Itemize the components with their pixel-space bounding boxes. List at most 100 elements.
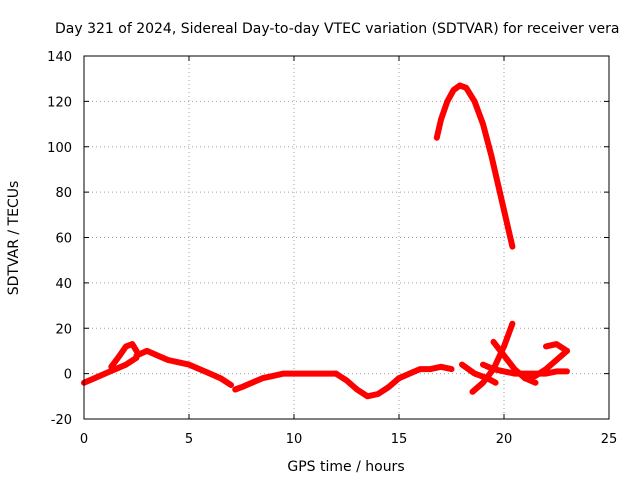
- data-point: [472, 98, 478, 104]
- y-tick-label: 0: [64, 368, 72, 383]
- data-point: [444, 98, 450, 104]
- data-point: [186, 362, 192, 368]
- data-point: [480, 362, 486, 368]
- series-line-cross-b: [459, 361, 499, 386]
- data-point: [480, 380, 486, 386]
- data-point: [457, 83, 463, 88]
- data-point: [239, 384, 244, 390]
- data-point: [488, 153, 494, 159]
- data-point: [501, 353, 507, 358]
- data-point: [176, 359, 181, 365]
- data-point: [564, 348, 570, 354]
- data-point: [543, 366, 549, 372]
- data-point: [218, 375, 223, 381]
- tick-marks: 0 5 10 15 20 25 -20 0 20 40 60 80 100 120 140: [47, 50, 617, 447]
- data-point: [522, 371, 528, 377]
- x-tick-label: 5: [185, 432, 193, 447]
- data-point: [509, 321, 515, 327]
- data-point: [470, 389, 475, 395]
- data-point: [438, 117, 444, 122]
- y-tick-label: 100: [47, 141, 72, 156]
- data-point: [92, 375, 97, 381]
- series-line-hump-2.5-7h: [133, 347, 234, 388]
- data-point: [491, 339, 496, 345]
- data-point: [312, 371, 318, 377]
- data-point: [543, 343, 549, 349]
- x-tick-label: 25: [601, 432, 618, 447]
- data-point: [522, 375, 528, 381]
- y-axis-label: SDTVAR / TECUs: [6, 181, 22, 296]
- data-point: [497, 189, 503, 195]
- data-point: [144, 348, 150, 354]
- series-line-band-15-17.5h: [396, 363, 455, 382]
- chart-title: Day 321 of 2024, Sidereal Day-to-day VTE…: [55, 21, 619, 37]
- data-point: [480, 121, 486, 127]
- y-tick-label: 120: [47, 95, 72, 110]
- data-point: [344, 377, 349, 383]
- series-layer: [81, 82, 570, 400]
- data-point: [493, 380, 499, 386]
- data-point: [491, 366, 496, 372]
- data-point: [428, 366, 433, 372]
- data-point: [155, 353, 160, 358]
- data-point: [207, 371, 213, 377]
- x-tick-label: 15: [391, 432, 408, 447]
- data-point: [449, 366, 454, 372]
- plot-frame: [83, 55, 610, 420]
- data-point: [375, 391, 381, 397]
- data-point: [365, 393, 370, 399]
- data-point: [505, 225, 511, 231]
- data-point: [270, 373, 276, 379]
- y-tick-label: 20: [55, 322, 72, 337]
- data-point: [333, 371, 339, 377]
- data-point: [123, 343, 129, 349]
- data-point: [438, 364, 444, 370]
- data-point: [501, 343, 507, 349]
- data-point: [533, 373, 538, 379]
- data-point: [123, 362, 129, 368]
- data-point: [501, 368, 507, 374]
- x-tick-label: 10: [286, 432, 303, 447]
- data-point: [197, 366, 202, 372]
- data-point: [386, 384, 391, 390]
- data-point: [512, 371, 517, 377]
- data-point: [459, 362, 465, 368]
- x-axis-label: GPS time / hours: [287, 459, 404, 475]
- data-point: [281, 371, 286, 377]
- x-tick-label: 20: [496, 432, 513, 447]
- series-line-peak-16.8-20.4h: [433, 82, 516, 250]
- data-point: [407, 371, 412, 377]
- y-tick-label: 140: [47, 50, 72, 65]
- data-point: [117, 353, 123, 358]
- data-point: [260, 375, 265, 381]
- y-tick-label: 80: [55, 186, 72, 201]
- data-point: [554, 341, 559, 347]
- data-point: [165, 357, 171, 363]
- y-tick-label: -20: [51, 413, 72, 428]
- series-line-band-0-2.5h: [81, 354, 140, 386]
- gridlines: [84, 56, 609, 419]
- data-point: [134, 353, 139, 358]
- x-tick-label: 0: [80, 432, 88, 447]
- data-point: [417, 366, 423, 372]
- data-point: [484, 375, 490, 381]
- data-point: [102, 371, 108, 377]
- data-point: [323, 371, 328, 377]
- data-point: [509, 244, 515, 250]
- data-point: [533, 380, 538, 386]
- y-tick-label: 40: [55, 277, 72, 292]
- data-point: [302, 371, 307, 377]
- data-point: [354, 387, 360, 392]
- data-point: [291, 371, 297, 377]
- data-point: [232, 387, 238, 392]
- data-point: [554, 368, 559, 374]
- data-point: [396, 375, 402, 381]
- data-point: [228, 382, 234, 388]
- data-point: [434, 135, 440, 141]
- data-point: [451, 87, 457, 93]
- data-point: [472, 371, 478, 377]
- data-point: [129, 341, 135, 347]
- data-point: [554, 357, 559, 363]
